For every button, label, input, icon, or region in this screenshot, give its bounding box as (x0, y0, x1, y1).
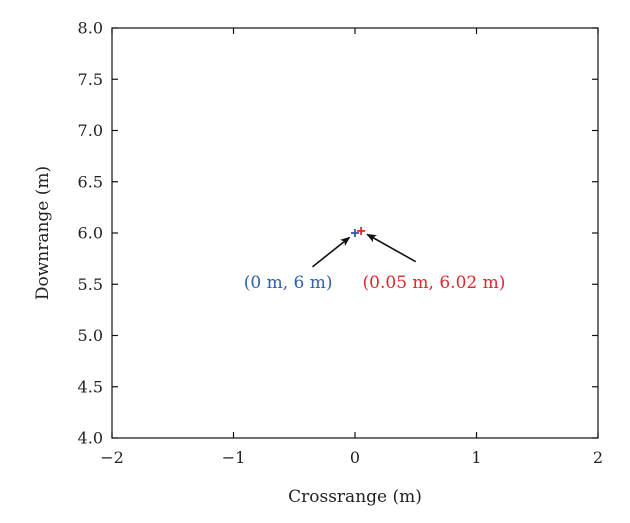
data-point (351, 229, 359, 237)
y-tick-label: 8.0 (78, 19, 103, 38)
y-tick-label: 6.5 (78, 172, 103, 191)
y-tick-label: 7.5 (78, 70, 103, 89)
y-axis-title: Downrange (m) (33, 166, 53, 300)
y-tick-label: 4.0 (78, 429, 103, 448)
x-tick-label: 1 (471, 448, 481, 467)
annotation-label: (0.05 m, 6.02 m) (363, 273, 506, 293)
annotation-arrow (311, 236, 351, 268)
y-tick-label: 6.0 (78, 224, 103, 243)
y-tick-label: 5.0 (78, 326, 103, 345)
x-tick-label: 2 (593, 448, 603, 467)
annotation-arrow (366, 233, 417, 263)
y-tick-label: 5.5 (78, 275, 103, 294)
x-tick-label: 0 (350, 448, 360, 467)
annotation-label: (0 m, 6 m) (244, 273, 333, 293)
x-tick-label: −2 (100, 448, 124, 467)
y-tick-label: 4.5 (78, 377, 103, 396)
data-point (357, 226, 366, 235)
x-axis-title: Crossrange (m) (288, 487, 422, 507)
y-tick-label: 7.0 (78, 121, 103, 140)
x-tick-label: −1 (222, 448, 246, 467)
